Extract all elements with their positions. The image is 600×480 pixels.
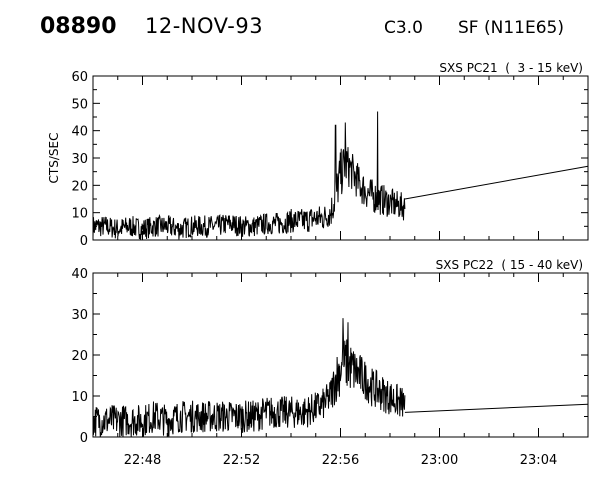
series-line-interp	[404, 403, 589, 413]
series-line-interp	[404, 165, 589, 200]
y-tick-label: 30	[71, 152, 88, 167]
panel-1: 0 10 20 30 40 50 60 SXS PC21 ( 3 - 15 keV) CTS/S…	[47, 61, 589, 249]
y-tick-label: 0	[80, 431, 88, 446]
event-number: 08890	[40, 14, 117, 39]
y-tick-label: 30	[71, 308, 88, 323]
panel-title: SXS PC22 ( 15 - 40 keV)	[436, 258, 583, 272]
y-tick-label: 20	[71, 179, 88, 194]
y-tick-label: 20	[71, 349, 88, 364]
y-tick-label: 60	[71, 70, 88, 85]
y-tick-label: 40	[71, 267, 88, 282]
flare-location: SF (N11E65)	[458, 18, 564, 38]
series-line-noisy	[92, 111, 406, 240]
panel-2: 0 10 20 30 40 22:48 22:52 22:56 23:00 23:04 SXS PC…	[71, 258, 589, 468]
plot-frame	[92, 272, 589, 438]
y-tick-label: 10	[71, 390, 88, 405]
x-tick-label: 22:56	[322, 453, 359, 468]
x-tick-label: 22:48	[124, 453, 161, 468]
y-tick-label: 40	[71, 125, 88, 140]
x-tick-label: 22:52	[223, 453, 260, 468]
panel-title: SXS PC21 ( 3 - 15 keV)	[439, 61, 583, 75]
event-date: 12-NOV-93	[145, 14, 264, 38]
x-tick-label: 23:00	[421, 453, 458, 468]
y-tick-label: 10	[71, 207, 88, 222]
goes-class: C3.0	[384, 18, 423, 38]
y-tick-label: 0	[80, 234, 88, 249]
y-tick-label: 50	[71, 97, 88, 112]
x-tick-label: 23:04	[520, 453, 557, 468]
y-axis-label: CTS/SEC	[47, 133, 61, 184]
series-line-noisy	[92, 318, 406, 438]
